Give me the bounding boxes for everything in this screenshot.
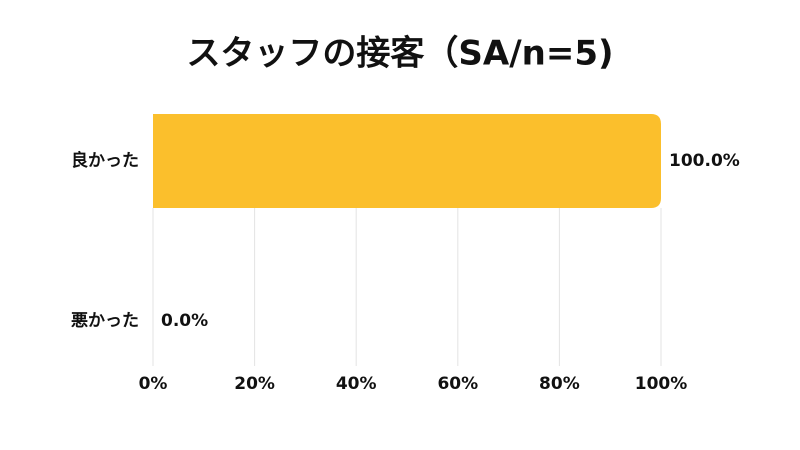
x-tick-label: 60% (437, 374, 478, 394)
value-label: 0.0% (161, 311, 208, 331)
x-tick-label: 0% (139, 374, 168, 394)
x-tick-label: 40% (336, 374, 377, 394)
bar (153, 114, 661, 208)
y-tick-label: 良かった (71, 150, 139, 171)
x-tick-label: 80% (539, 374, 580, 394)
chart-title: スタッフの接客（SA/n=5) (186, 34, 613, 74)
x-tick-label: 20% (234, 374, 275, 394)
value-label: 100.0% (669, 151, 740, 171)
x-tick-label: 100% (635, 374, 688, 394)
y-tick-label: 悪かった (71, 311, 139, 331)
